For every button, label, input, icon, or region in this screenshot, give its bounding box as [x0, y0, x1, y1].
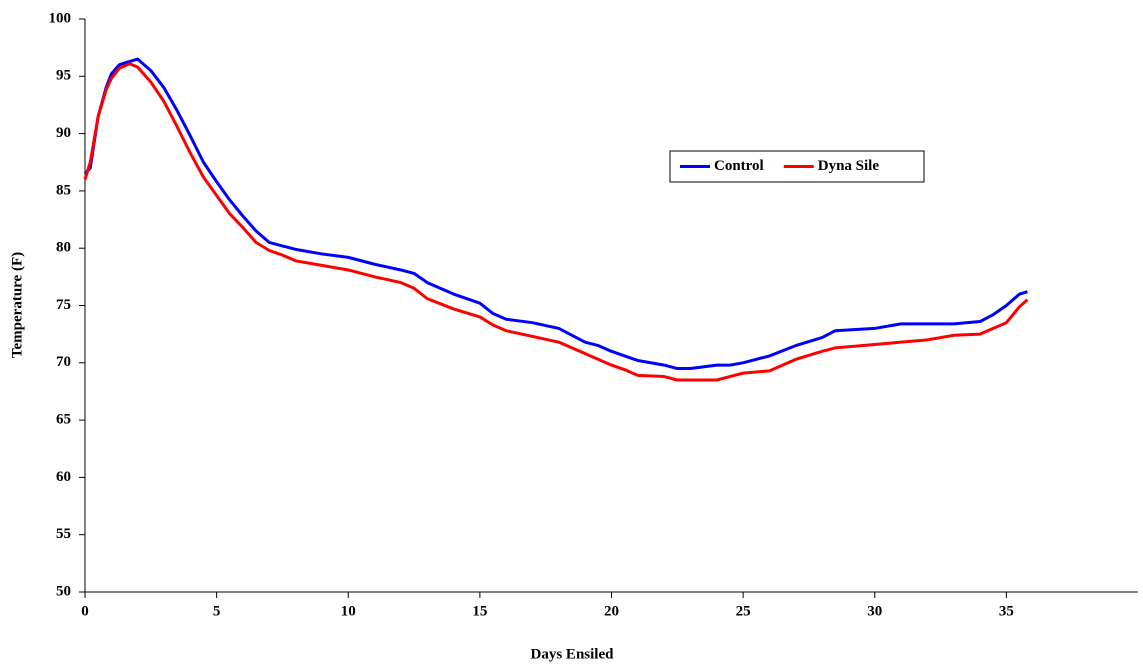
x-tick-label: 25 — [736, 603, 751, 619]
y-axis-title: Temperature (F) — [9, 252, 25, 358]
x-tick-label: 20 — [604, 603, 619, 619]
y-tick-label: 85 — [56, 182, 71, 198]
y-tick-label: 100 — [49, 10, 72, 26]
x-axis-title: Days Ensiled — [531, 646, 615, 662]
x-tick-label: 35 — [999, 603, 1014, 619]
y-tick-label: 80 — [56, 240, 71, 256]
line-series — [83, 62, 1029, 382]
x-tick-label: 10 — [341, 603, 356, 619]
x-tick-label: 15 — [472, 603, 487, 619]
y-tick-label: 75 — [56, 297, 71, 313]
legend-label: Control — [714, 158, 764, 174]
y-tick-label: 50 — [56, 583, 71, 599]
x-tick-label: 30 — [867, 603, 882, 619]
y-tick-label: 70 — [56, 354, 71, 370]
y-tick-label: 95 — [56, 68, 71, 84]
y-tick-label: 90 — [56, 125, 71, 141]
y-tick-label: 65 — [56, 412, 71, 428]
x-tick-label: 5 — [213, 603, 221, 619]
y-tick-label: 60 — [56, 469, 71, 485]
legend-label: Dyna Sile — [818, 158, 880, 174]
y-tick-label: 55 — [56, 526, 71, 542]
x-tick-label: 0 — [81, 603, 89, 619]
line-series — [83, 57, 1028, 371]
